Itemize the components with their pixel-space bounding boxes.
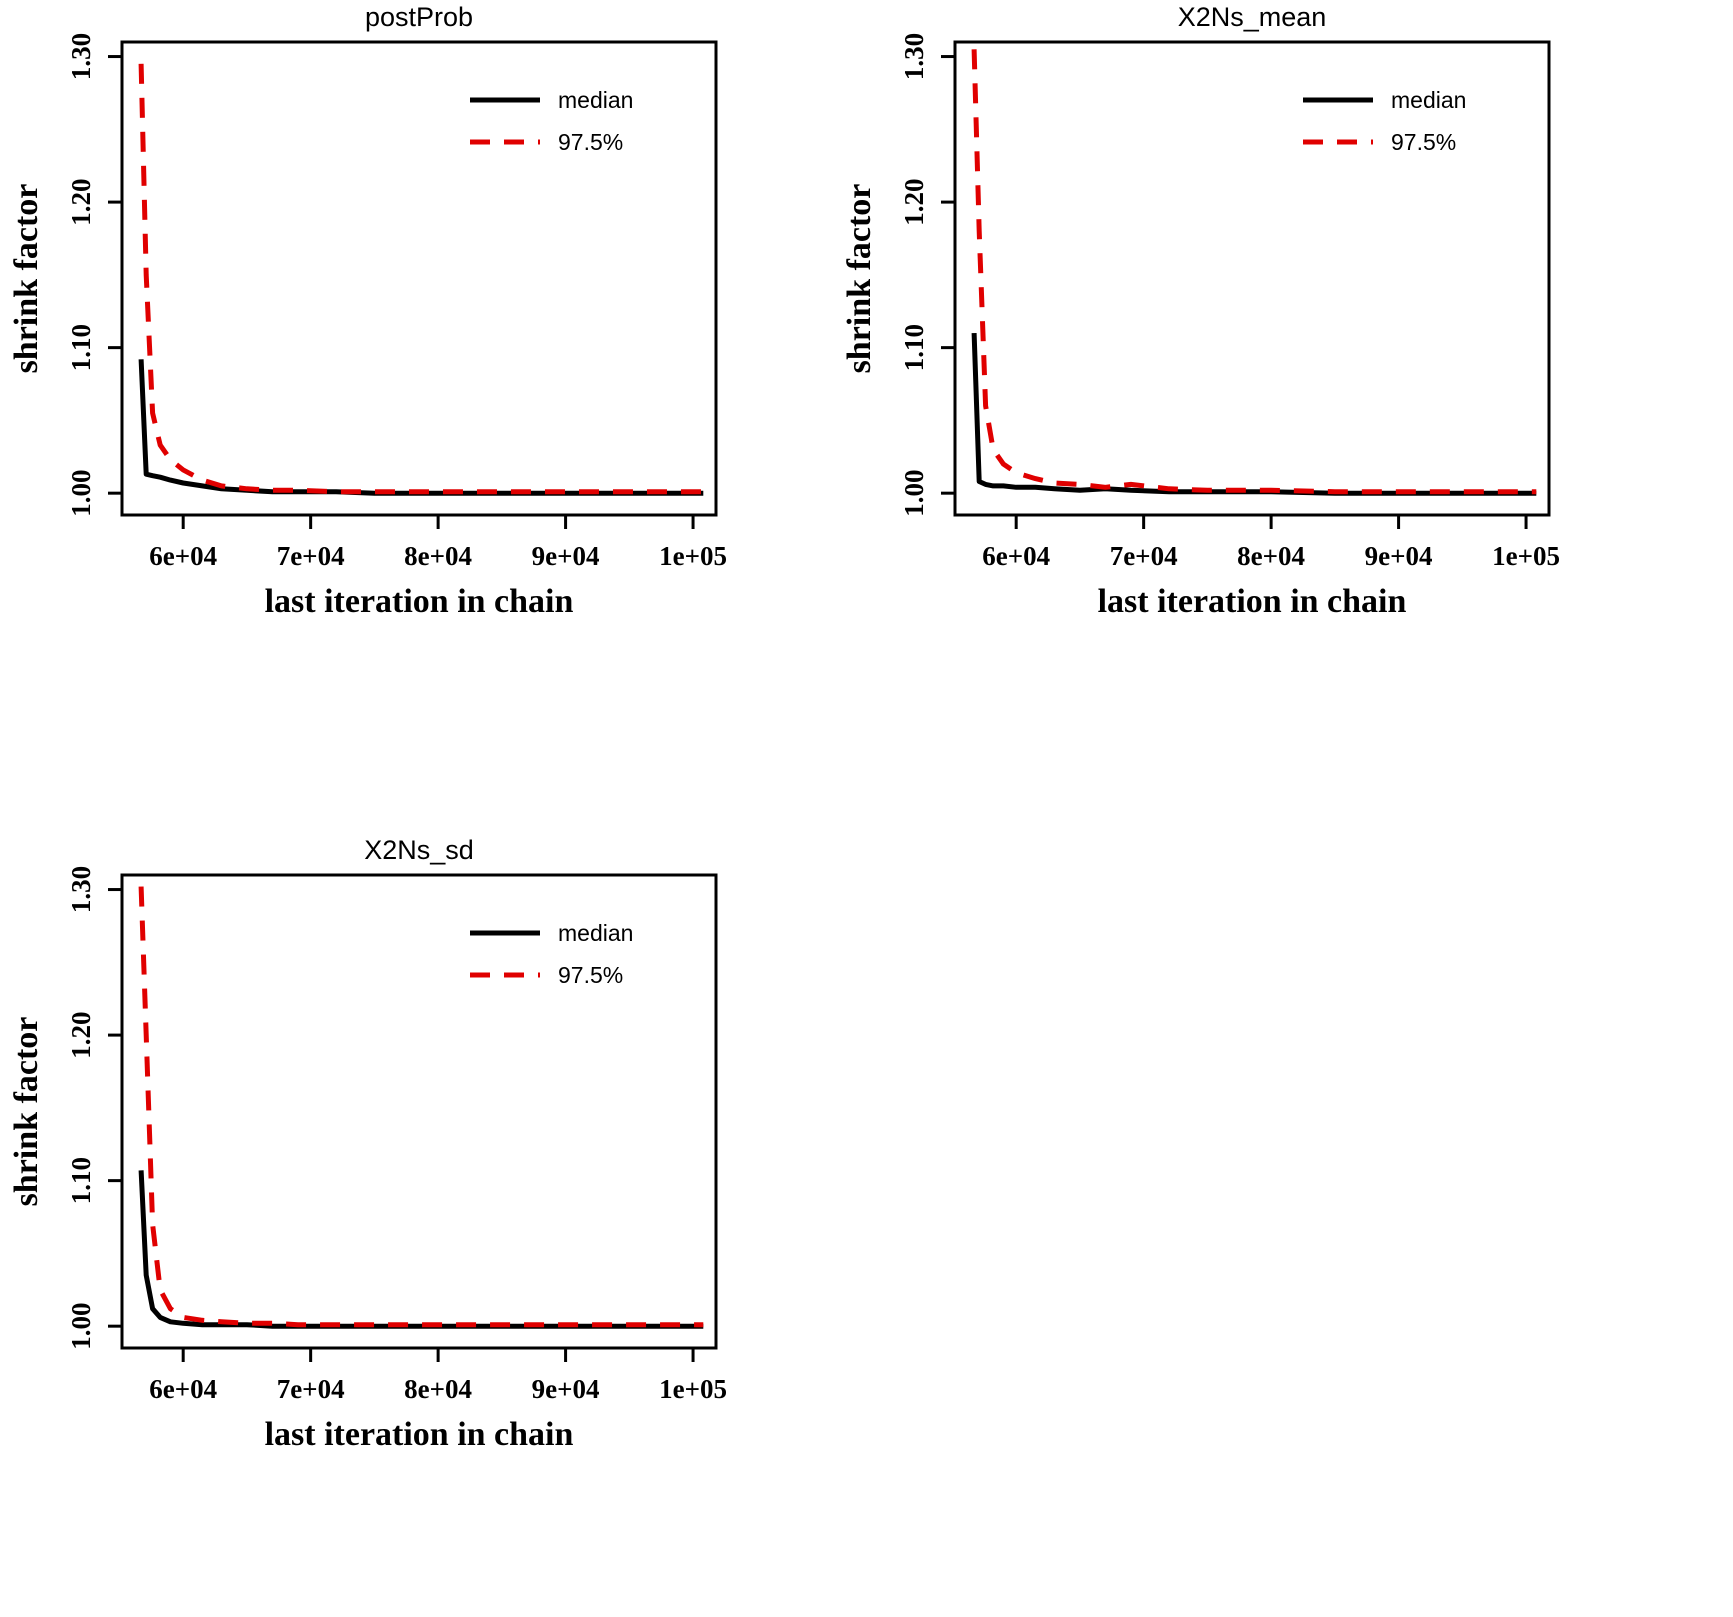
chart-title: X2Ns_mean xyxy=(1177,2,1327,32)
legend-label-97-5: 97.5% xyxy=(558,962,623,988)
y-axis-label: shrink factor xyxy=(8,1016,45,1207)
x-tick-label: 8e+04 xyxy=(404,541,472,571)
y-tick-label: 1.10 xyxy=(66,1157,96,1204)
series-line-97-5 xyxy=(138,63,704,495)
y-tick-label: 1.00 xyxy=(66,1303,96,1350)
gelman-plot-postprob-svg: 6e+04 7e+04 8e+04 9e+04 1e+05 1.00 1.10 1.20 1.3… xyxy=(66,33,727,571)
x-axis-label: last iteration in chain xyxy=(264,1416,574,1453)
x-tick-label: 8e+04 xyxy=(1237,541,1305,571)
x-tick-label: 1e+05 xyxy=(659,541,727,571)
y-tick-label: 1.30 xyxy=(899,33,929,80)
y-tick-label: 1.20 xyxy=(899,178,929,225)
y-tick-label: 1.10 xyxy=(66,324,96,371)
legend-label-97-5: 97.5% xyxy=(558,129,623,155)
chart-title: postProb xyxy=(364,2,474,32)
x-tick-label: 7e+04 xyxy=(277,541,345,571)
legend-label-median: median xyxy=(1391,87,1466,113)
series-line-97-5 xyxy=(138,886,704,1328)
chart-title: X2Ns_sd xyxy=(364,835,474,865)
x-tick-label: 9e+04 xyxy=(532,1374,600,1404)
y-tick-label: 1.30 xyxy=(66,866,96,913)
x-tick-label: 1e+05 xyxy=(1492,541,1560,571)
y-tick-label: 1.10 xyxy=(899,324,929,371)
x-tick-label: 7e+04 xyxy=(1110,541,1178,571)
y-axis-label: shrink factor xyxy=(8,183,45,374)
series-line-median xyxy=(138,359,704,496)
plot-box xyxy=(120,873,718,1350)
y-tick-label: 1.20 xyxy=(66,178,96,225)
y-tick-label: 1.00 xyxy=(66,470,96,517)
series-line-97-5 xyxy=(971,49,1537,495)
series-line-median xyxy=(138,1170,704,1329)
x-axis-label: last iteration in chain xyxy=(264,583,574,620)
x-tick-label: 1e+05 xyxy=(659,1374,727,1404)
chart-panel-x2ns-sd: 6e+04 7e+04 8e+04 9e+04 1e+05 1.00 1.10 1.20 1.3… xyxy=(0,833,800,1513)
series-line-median xyxy=(971,333,1537,496)
legend-label-97-5: 97.5% xyxy=(1391,129,1456,155)
x-tick-label: 9e+04 xyxy=(532,541,600,571)
y-tick-label: 1.30 xyxy=(66,33,96,80)
x-tick-label: 8e+04 xyxy=(404,1374,472,1404)
plot-box xyxy=(953,40,1551,517)
gelman-plot-x2ns-sd-svg: 6e+04 7e+04 8e+04 9e+04 1e+05 1.00 1.10 1.20 1.3… xyxy=(66,866,727,1404)
chart-panel-postprob: 6e+04 7e+04 8e+04 9e+04 1e+05 1.00 1.10 1.20 1.3… xyxy=(0,0,800,680)
x-tick-label: 6e+04 xyxy=(982,541,1050,571)
y-tick-label: 1.00 xyxy=(899,470,929,517)
x-tick-label: 6e+04 xyxy=(149,541,217,571)
legend-label-median: median xyxy=(558,920,633,946)
gelman-plot-x2ns-mean-svg: 6e+04 7e+04 8e+04 9e+04 1e+05 1.00 1.10 1.20 1.3… xyxy=(899,33,1560,571)
chart-panel-x2ns-mean: 6e+04 7e+04 8e+04 9e+04 1e+05 1.00 1.10 1.20 1.3… xyxy=(833,0,1633,680)
y-axis-label: shrink factor xyxy=(841,183,878,374)
y-tick-label: 1.20 xyxy=(66,1011,96,1058)
plot-box xyxy=(120,40,718,517)
legend-label-median: median xyxy=(558,87,633,113)
x-tick-label: 6e+04 xyxy=(149,1374,217,1404)
x-axis-label: last iteration in chain xyxy=(1097,583,1407,620)
x-tick-label: 9e+04 xyxy=(1365,541,1433,571)
x-tick-label: 7e+04 xyxy=(277,1374,345,1404)
